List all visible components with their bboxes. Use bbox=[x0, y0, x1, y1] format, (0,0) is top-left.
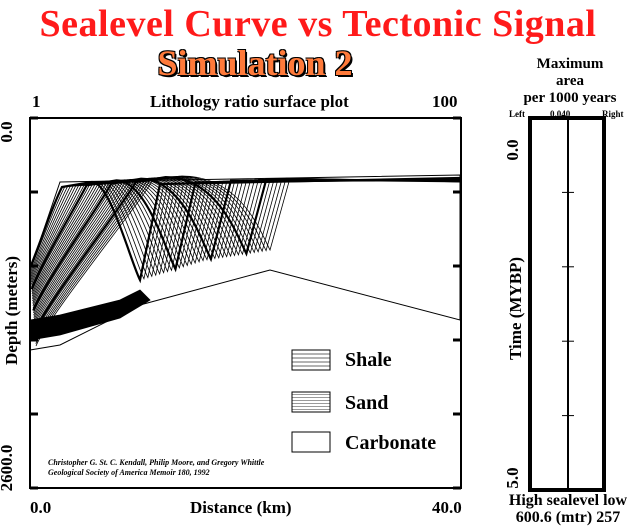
page-subtitle: Simulation 2 bbox=[157, 43, 353, 83]
credit-line1: Christopher G. St. C. Kendall, Philip Mo… bbox=[48, 458, 265, 467]
legend-label-sand: Sand bbox=[345, 392, 389, 414]
basal-wedge bbox=[29, 289, 151, 341]
legend-label-carbonate: Carbonate bbox=[345, 432, 437, 454]
side-left-label: Left bbox=[509, 109, 525, 119]
legend-swatch-sand bbox=[291, 391, 331, 413]
credit-citation: Christopher G. St. C. Kendall, Philip Mo… bbox=[48, 458, 264, 478]
top-left-label: 1 bbox=[32, 92, 41, 111]
plot-heading: Lithology ratio surface plot bbox=[150, 92, 349, 111]
distance-tick-right: 40.0 bbox=[432, 498, 462, 517]
sealevel-range: High sealevel low 600.6 (mtr) 257 bbox=[500, 492, 636, 526]
stratal-line bbox=[35, 175, 461, 342]
legend-swatch-carbonate bbox=[291, 431, 331, 453]
distance-tick-left: 0.0 bbox=[30, 498, 52, 517]
stratal-line bbox=[35, 175, 461, 347]
sealevel-range-line1: High sealevel low bbox=[508, 492, 628, 509]
credit-line2: Geological Society of America Memoir 180… bbox=[48, 468, 210, 477]
side-plot-ticks bbox=[562, 117, 574, 491]
legend-label-shale: Shale bbox=[345, 349, 392, 371]
side-center-label: 0.040 bbox=[550, 109, 571, 119]
distance-axis-label: Distance (km) bbox=[190, 498, 292, 517]
side-header-line2: area bbox=[555, 73, 585, 89]
side-right-label: Right bbox=[602, 109, 624, 119]
side-header-line1: Maximum bbox=[536, 56, 604, 72]
stratal-line bbox=[35, 175, 461, 344]
side-plot-header: Maximum area per 1000 years bbox=[505, 56, 635, 107]
sealevel-range-line2: 600.6 (mtr) 257 bbox=[515, 509, 621, 526]
stratal-surfaces bbox=[28, 175, 461, 347]
top-right-label: 100 bbox=[432, 92, 458, 111]
page-title: Sealevel Curve vs Tectonic Signal bbox=[39, 3, 597, 45]
basin-profile bbox=[29, 174, 461, 351]
legend-swatch-shale bbox=[291, 349, 331, 371]
side-header-line3: per 1000 years bbox=[523, 90, 617, 106]
